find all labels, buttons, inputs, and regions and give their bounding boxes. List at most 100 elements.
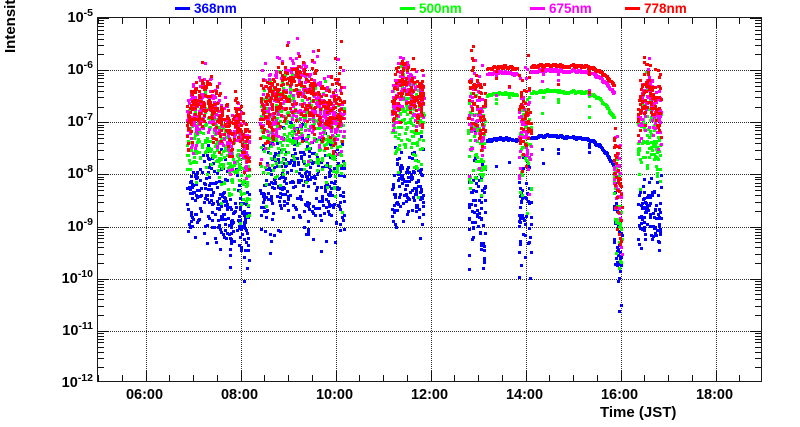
data-point-500nm — [530, 188, 534, 192]
y-axis-minor-tick — [755, 143, 761, 145]
data-point-368nm — [273, 234, 277, 238]
data-point-500nm — [410, 146, 414, 150]
data-point-778nm — [406, 68, 410, 72]
data-point-778nm — [247, 135, 251, 139]
data-point-368nm — [224, 236, 228, 240]
data-point-500nm — [479, 173, 483, 177]
data-point-368nm — [613, 241, 617, 245]
data-point-778nm — [519, 142, 523, 146]
data-point-368nm — [617, 280, 621, 284]
data-point-778nm — [201, 108, 205, 112]
data-point-368nm — [406, 213, 410, 217]
data-point-778nm — [391, 119, 395, 123]
data-point-500nm — [214, 124, 218, 128]
data-point-368nm — [210, 225, 214, 229]
data-point-675nm — [328, 112, 332, 116]
data-point-778nm — [265, 119, 269, 123]
data-point-778nm — [187, 117, 191, 121]
data-point-778nm — [219, 129, 223, 133]
data-point-500nm — [233, 163, 237, 167]
data-point-500nm — [397, 144, 401, 148]
data-point-778nm — [217, 117, 221, 121]
x-axis-tick — [430, 18, 432, 28]
data-point-778nm — [293, 88, 297, 92]
data-point-675nm — [333, 118, 337, 122]
data-point-500nm — [196, 140, 200, 144]
data-point-778nm — [523, 102, 527, 105]
data-point-675nm — [473, 59, 477, 62]
data-point-675nm — [469, 77, 473, 81]
data-point-368nm — [279, 191, 283, 195]
data-point-500nm — [402, 142, 406, 146]
data-point-778nm — [205, 80, 209, 84]
data-point-500nm — [391, 108, 395, 111]
y-axis-minor-tick — [98, 253, 104, 255]
data-point-500nm — [394, 131, 398, 135]
data-point-778nm — [587, 91, 591, 94]
data-point-675nm — [194, 129, 198, 133]
data-point-675nm — [399, 56, 403, 60]
data-point-778nm — [327, 103, 331, 107]
data-point-675nm — [334, 88, 338, 92]
data-point-368nm — [525, 192, 529, 196]
data-point-368nm — [419, 184, 423, 188]
data-point-778nm — [247, 159, 251, 163]
y-axis-minor-tick — [755, 263, 761, 265]
data-point-500nm — [478, 141, 482, 145]
data-point-778nm — [313, 92, 317, 96]
data-point-368nm — [188, 188, 192, 192]
data-point-368nm — [279, 203, 283, 207]
data-point-778nm — [228, 138, 232, 142]
data-point-778nm — [285, 97, 289, 101]
data-point-778nm — [289, 78, 293, 82]
data-point-675nm — [298, 80, 302, 84]
data-point-675nm — [227, 149, 231, 153]
data-point-500nm — [213, 137, 217, 141]
data-point-675nm — [306, 106, 310, 110]
data-point-368nm — [479, 201, 483, 205]
data-point-778nm — [311, 86, 315, 90]
data-point-368nm — [244, 203, 248, 207]
data-point-778nm — [306, 73, 310, 77]
data-point-368nm — [472, 235, 476, 239]
data-point-368nm — [296, 163, 300, 167]
data-point-368nm — [240, 245, 244, 249]
data-point-778nm — [261, 86, 265, 90]
data-point-500nm — [205, 146, 209, 150]
data-point-778nm — [286, 77, 290, 80]
data-point-368nm — [329, 186, 333, 190]
data-point-368nm — [658, 217, 662, 221]
data-point-675nm — [245, 150, 249, 154]
y-axis-minor-tick — [98, 81, 104, 83]
data-point-368nm — [327, 205, 331, 209]
data-point-778nm — [420, 92, 424, 96]
data-point-368nm — [280, 176, 284, 180]
data-point-778nm — [237, 114, 241, 118]
data-point-500nm — [305, 180, 309, 184]
data-point-368nm — [272, 211, 276, 215]
data-point-675nm — [232, 129, 236, 133]
data-point-778nm — [259, 162, 263, 166]
data-point-778nm — [190, 103, 194, 107]
x-axis-tick — [169, 18, 171, 24]
x-axis-tick — [121, 18, 123, 24]
data-point-778nm — [232, 114, 236, 118]
data-point-368nm — [187, 207, 191, 211]
y-axis-minor-tick — [98, 127, 104, 129]
data-point-500nm — [286, 138, 290, 142]
data-point-675nm — [221, 142, 225, 146]
y-axis-minor-tick — [98, 72, 104, 74]
data-point-368nm — [202, 153, 206, 157]
data-point-368nm — [407, 171, 411, 175]
data-point-778nm — [420, 126, 424, 130]
y-axis-minor-tick — [98, 176, 104, 178]
data-point-778nm — [483, 92, 487, 96]
data-point-778nm — [420, 113, 424, 117]
data-point-368nm — [307, 220, 311, 224]
data-point-500nm — [205, 166, 209, 170]
data-point-675nm — [307, 128, 311, 132]
data-point-675nm — [413, 118, 417, 122]
x-axis-tick — [525, 371, 527, 381]
data-point-675nm — [482, 146, 486, 150]
data-point-368nm — [480, 188, 484, 192]
